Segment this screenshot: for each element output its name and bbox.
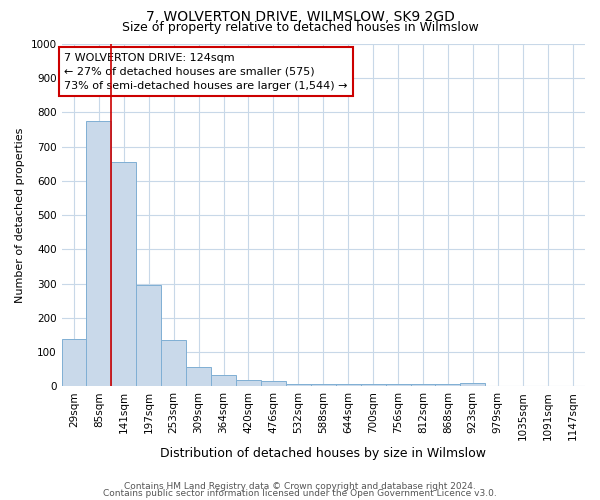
Bar (336, 384, 361, 386)
Y-axis label: Number of detached properties: Number of detached properties (15, 128, 25, 303)
Bar (211, 376, 236, 386)
Bar (436, 384, 460, 386)
Bar (86, 121, 112, 386)
Bar (136, 286, 161, 386)
Bar (261, 382, 286, 386)
Bar (361, 384, 386, 386)
Bar (410, 384, 436, 386)
X-axis label: Distribution of detached houses by size in Wilmslow: Distribution of detached houses by size … (160, 447, 486, 460)
Bar (161, 340, 186, 386)
Text: Contains public sector information licensed under the Open Government Licence v3: Contains public sector information licen… (103, 489, 497, 498)
Bar (386, 384, 410, 386)
Bar (186, 367, 211, 386)
Text: 7 WOLVERTON DRIVE: 124sqm
← 27% of detached houses are smaller (575)
73% of semi: 7 WOLVERTON DRIVE: 124sqm ← 27% of detac… (64, 52, 347, 90)
Bar (460, 383, 485, 386)
Bar (112, 162, 136, 386)
Bar (236, 380, 261, 386)
Text: Size of property relative to detached houses in Wilmslow: Size of property relative to detached ho… (122, 22, 478, 35)
Bar (286, 384, 311, 386)
Text: 7, WOLVERTON DRIVE, WILMSLOW, SK9 2GD: 7, WOLVERTON DRIVE, WILMSLOW, SK9 2GD (146, 10, 454, 24)
Bar (311, 384, 336, 386)
Bar (62, 338, 86, 386)
Text: Contains HM Land Registry data © Crown copyright and database right 2024.: Contains HM Land Registry data © Crown c… (124, 482, 476, 491)
